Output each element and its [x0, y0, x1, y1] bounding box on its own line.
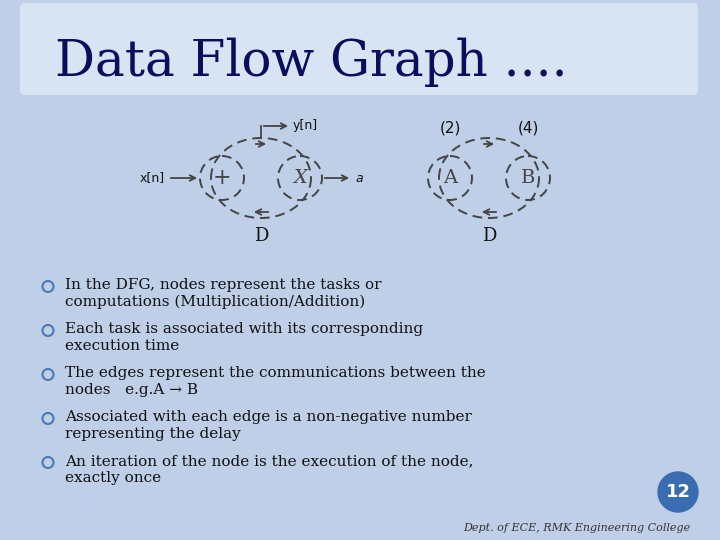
- Text: Associated with each edge is a non-negative number: Associated with each edge is a non-negat…: [65, 410, 472, 424]
- Text: Data Flow Graph ....: Data Flow Graph ....: [55, 37, 567, 87]
- Text: D: D: [482, 227, 496, 245]
- Text: (2): (2): [439, 120, 461, 136]
- Text: B: B: [521, 169, 535, 187]
- Text: execution time: execution time: [65, 339, 179, 353]
- Text: 12: 12: [665, 483, 690, 501]
- Circle shape: [658, 472, 698, 512]
- Text: An iteration of the node is the execution of the node,: An iteration of the node is the executio…: [65, 454, 474, 468]
- Text: x[n]: x[n]: [140, 172, 165, 185]
- Text: Each task is associated with its corresponding: Each task is associated with its corresp…: [65, 322, 423, 336]
- Text: (4): (4): [517, 120, 539, 136]
- Text: exactly once: exactly once: [65, 471, 161, 485]
- Text: nodes   e.g.A → B: nodes e.g.A → B: [65, 383, 198, 397]
- Text: D: D: [254, 227, 268, 245]
- Text: +: +: [212, 167, 231, 189]
- Text: y[n]: y[n]: [293, 119, 318, 132]
- Text: A: A: [443, 169, 457, 187]
- FancyBboxPatch shape: [20, 3, 698, 95]
- Text: The edges represent the communications between the: The edges represent the communications b…: [65, 366, 486, 380]
- Text: In the DFG, nodes represent the tasks or: In the DFG, nodes represent the tasks or: [65, 278, 382, 292]
- Text: a: a: [355, 172, 363, 185]
- Text: representing the delay: representing the delay: [65, 427, 240, 441]
- Text: X: X: [293, 169, 307, 187]
- Text: computations (Multiplication/Addition): computations (Multiplication/Addition): [65, 295, 365, 309]
- Text: Dept. of ECE, RMK Engineering College: Dept. of ECE, RMK Engineering College: [463, 523, 690, 533]
